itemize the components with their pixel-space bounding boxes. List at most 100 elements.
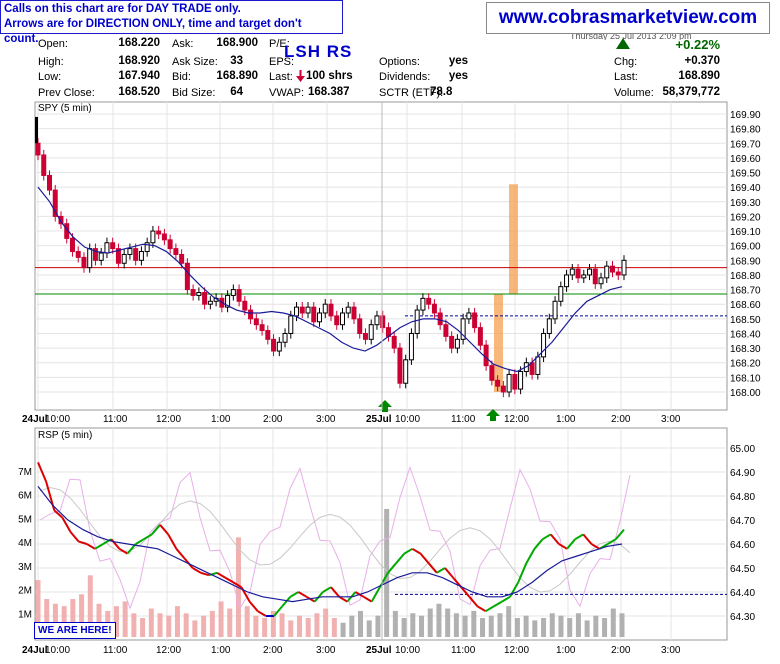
- rsp-price-segment: [419, 552, 430, 564]
- pe-label: P/E:: [269, 38, 290, 50]
- volume-bar: [602, 618, 608, 637]
- price-y-tick-label: 168.90: [730, 256, 761, 267]
- price-bar-body: [58, 215, 64, 225]
- price-y-tick-label: 169.70: [730, 139, 761, 150]
- day-trade-notice: Calls on this chart are for DAY TRADE on…: [0, 0, 343, 45]
- price-bar-body: [518, 371, 524, 390]
- volume-bar: [96, 603, 102, 637]
- volume-bar: [523, 615, 529, 637]
- rsp-x-tick-label: 1:00: [211, 645, 231, 656]
- rsp-price-segment: [363, 595, 373, 603]
- price-bar-body: [443, 324, 449, 337]
- bid-size-value: 64: [230, 86, 243, 98]
- price-bar-body: [477, 327, 483, 346]
- price-x-tick-label: 2:00: [611, 414, 631, 425]
- volume-bar: [113, 606, 119, 637]
- price-y-tick-label: 169.40: [730, 183, 761, 194]
- price-bar-body: [500, 385, 506, 393]
- price-bar-body: [368, 324, 374, 340]
- price-bar-body: [41, 154, 47, 176]
- rsp-price-segment: [542, 533, 552, 541]
- chg-label: Chg:: [614, 56, 638, 68]
- rsp-price-segment: [175, 548, 186, 560]
- rsp-price-segment: [460, 586, 471, 598]
- rsp-price-segment: [224, 576, 234, 584]
- rsp-price-segment: [517, 562, 528, 583]
- volume-bar: [201, 615, 207, 637]
- volume-bar: [262, 618, 268, 637]
- volume-bar: [619, 613, 625, 637]
- price-bar-body: [581, 274, 587, 279]
- price-bar-body: [397, 347, 403, 384]
- price-bar-body: [449, 335, 455, 349]
- price-bar-body: [437, 312, 443, 326]
- notice-line-1: Calls on this chart are for DAY TRADE on…: [4, 3, 241, 15]
- price-bar-body: [236, 289, 242, 302]
- price-bar-body: [604, 265, 610, 279]
- rsp-price-segment: [53, 509, 64, 519]
- volume-bar: [244, 606, 250, 637]
- price-panel-title: SPY (5 min): [38, 103, 92, 114]
- rsp-price-segment: [607, 538, 617, 545]
- highlight-zone-lower: [494, 293, 503, 392]
- volume-bar: [122, 601, 128, 637]
- volume-bar: [305, 618, 311, 637]
- price-bar-body: [179, 253, 185, 264]
- volume-bar: [270, 610, 276, 637]
- volume-bar: [157, 613, 163, 637]
- volume-bar: [227, 608, 233, 637]
- price-x-tick-label: 11:00: [451, 414, 476, 425]
- price-bar-body: [265, 330, 271, 340]
- price-bar-body: [552, 300, 558, 320]
- price-bar-body: [408, 332, 414, 361]
- rsp-price-segment: [582, 533, 593, 545]
- site-url-link[interactable]: www.cobrasmarketview.com: [486, 2, 770, 34]
- volume-bar: [331, 618, 337, 637]
- price-bar-body: [311, 306, 317, 323]
- price-bar-body: [271, 338, 277, 352]
- volume-bar: [358, 610, 364, 637]
- rsp-y-tick-label: 64.70: [730, 516, 755, 527]
- low-value: 167.940: [118, 70, 160, 82]
- price-bar-body: [75, 251, 81, 258]
- rsp-y-tick-label: 64.60: [730, 540, 755, 551]
- symbol-title: LSH RS: [284, 42, 353, 61]
- last-price-label: Last:: [614, 71, 638, 83]
- rsp-price-segment: [485, 605, 495, 613]
- bid-label: Bid:: [172, 71, 191, 83]
- volume-bar: [584, 620, 590, 637]
- volume-bar: [541, 618, 547, 637]
- price-bar-body: [426, 297, 432, 305]
- volume-bar: [79, 594, 85, 637]
- price-x-tick-label: 12:00: [156, 414, 181, 425]
- dividends-label: Dividends:: [379, 71, 431, 83]
- volume-bar: [366, 620, 372, 637]
- volume-y-tick-label: 3M: [18, 562, 32, 573]
- rsp-price-segment: [110, 538, 121, 550]
- rsp-price-segment: [330, 586, 340, 598]
- rsp-price-segment: [273, 605, 283, 617]
- price-y-tick-label: 168.50: [730, 315, 761, 326]
- volume-bar: [140, 618, 146, 637]
- price-y-tick-label: 169.60: [730, 154, 761, 165]
- volume-bar: [44, 599, 50, 637]
- price-bar-body: [294, 306, 300, 317]
- price-bar-body: [495, 379, 501, 387]
- volume-bar: [497, 613, 503, 637]
- price-bar-body: [156, 230, 162, 235]
- price-bar-body: [610, 265, 616, 273]
- volume-bar: [427, 608, 433, 637]
- price-y-tick-label: 168.00: [730, 388, 761, 399]
- volume-bar: [288, 620, 294, 637]
- rsp-price-segment: [322, 586, 332, 593]
- price-bar-body: [196, 292, 202, 296]
- high-value: 168.920: [118, 55, 160, 67]
- rsp-price-segment: [338, 595, 348, 603]
- rsp-price-segment: [118, 547, 129, 555]
- rsp-price-segment: [590, 543, 601, 550]
- volume-bar: [61, 606, 67, 637]
- up-arrow-icon: [486, 409, 500, 421]
- rsp-price-segment: [200, 571, 210, 577]
- volume-bar: [567, 618, 573, 637]
- rsp-price-segment: [208, 571, 218, 577]
